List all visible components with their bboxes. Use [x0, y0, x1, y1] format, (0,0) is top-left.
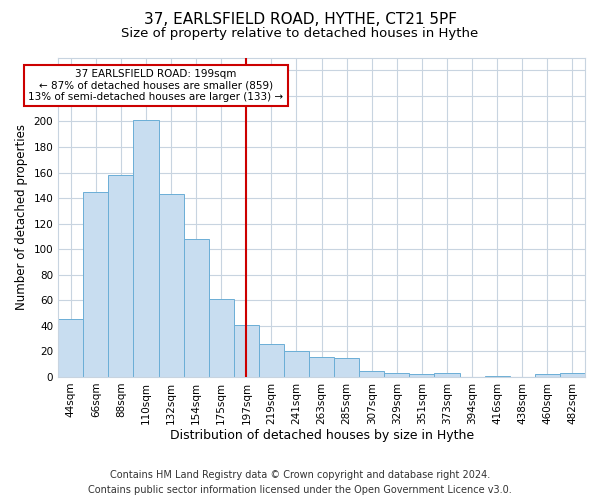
Text: 37, EARLSFIELD ROAD, HYTHE, CT21 5PF: 37, EARLSFIELD ROAD, HYTHE, CT21 5PF	[143, 12, 457, 28]
Bar	[259, 344, 284, 377]
Bar	[209, 299, 234, 377]
Bar	[158, 194, 184, 377]
Bar	[409, 374, 434, 377]
Bar	[334, 358, 359, 377]
Bar	[359, 370, 385, 377]
Bar	[234, 324, 259, 377]
Bar	[385, 373, 409, 377]
Bar	[535, 374, 560, 377]
Bar	[434, 373, 460, 377]
Bar	[485, 376, 510, 377]
Bar	[309, 356, 334, 377]
Text: Contains HM Land Registry data © Crown copyright and database right 2024.
Contai: Contains HM Land Registry data © Crown c…	[88, 470, 512, 495]
X-axis label: Distribution of detached houses by size in Hythe: Distribution of detached houses by size …	[170, 430, 473, 442]
Bar	[133, 120, 158, 377]
Bar	[58, 320, 83, 377]
Text: Size of property relative to detached houses in Hythe: Size of property relative to detached ho…	[121, 28, 479, 40]
Bar	[83, 192, 109, 377]
Y-axis label: Number of detached properties: Number of detached properties	[15, 124, 28, 310]
Bar	[184, 239, 209, 377]
Text: 37 EARLSFIELD ROAD: 199sqm
← 87% of detached houses are smaller (859)
13% of sem: 37 EARLSFIELD ROAD: 199sqm ← 87% of deta…	[28, 69, 284, 102]
Bar	[109, 175, 133, 377]
Bar	[284, 352, 309, 377]
Bar	[560, 373, 585, 377]
